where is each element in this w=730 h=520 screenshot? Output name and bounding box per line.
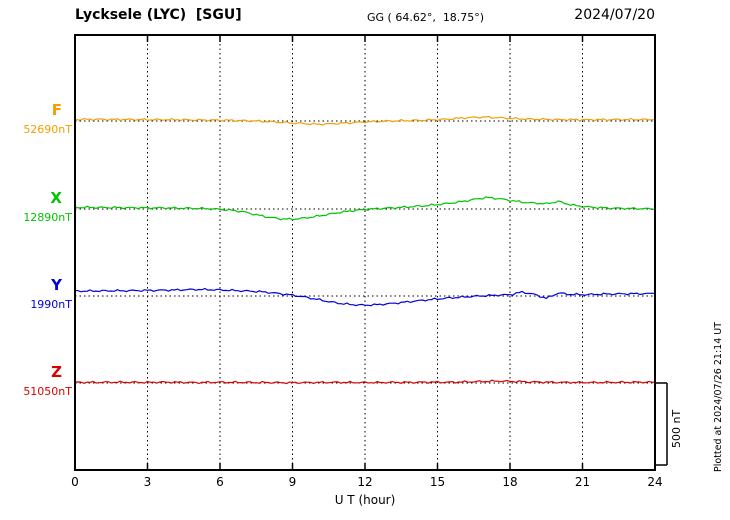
plot-date: 2024/07/20 [574, 7, 655, 23]
x-tick-label-3: 3 [143, 475, 152, 489]
x-tick-label-21: 21 [574, 475, 591, 489]
x-tick-label-0: 0 [71, 475, 79, 489]
geographic-coordinates: GG ( 64.62°, 18.75°) [367, 11, 485, 24]
x-axis-label: U T (hour) [334, 493, 396, 507]
trace-label-Y: Y [51, 276, 62, 294]
trace-label-F: F [51, 101, 62, 119]
baseline-value-X: 12890nT [23, 211, 72, 224]
baseline-value-F: 52690nT [23, 123, 72, 136]
plot-timestamp: Plotted at 2024/07/26 21:14 UT [713, 321, 724, 472]
trace-X [74, 196, 656, 221]
plot-frame [74, 34, 656, 471]
scale-bar-label: 500 nT [670, 409, 683, 449]
trace-Z [74, 379, 656, 385]
x-tick-label-12: 12 [357, 475, 373, 489]
x-tick-label-15: 15 [429, 475, 446, 489]
station-title: Lycksele (LYC) [SGU] [75, 7, 242, 23]
trace-label-X: X [50, 189, 62, 207]
x-tick-label-24: 24 [647, 475, 663, 489]
trace-F [74, 115, 656, 126]
x-tick-label-9: 9 [288, 475, 297, 489]
baseline-value-Z: 51050nT [23, 385, 72, 398]
x-tick-label-6: 6 [216, 475, 224, 489]
baseline-value-Y: 1990nT [30, 298, 72, 311]
trace-Y [74, 287, 656, 307]
trace-label-Z: Z [51, 363, 62, 381]
x-tick-label-18: 18 [502, 475, 518, 489]
